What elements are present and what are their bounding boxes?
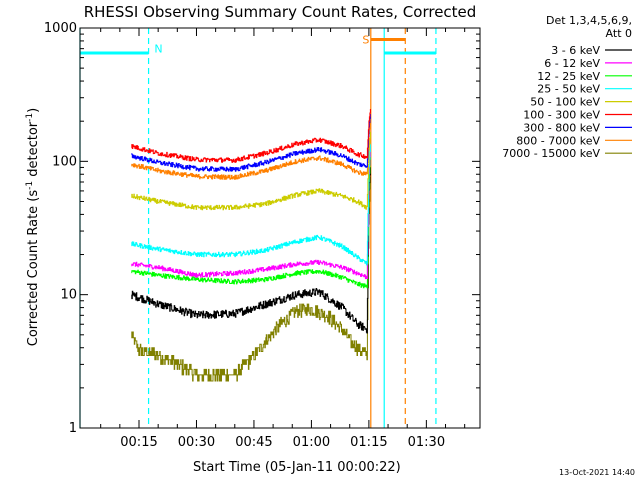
legend-label: 7000 - 15000 keV [502,147,600,160]
y-tick-label: 1 [69,421,77,436]
legend-title: Det 1,3,4,5,6,9, [546,14,632,27]
x-tick-label: 01:00 [293,435,330,450]
series-line-1 [131,148,371,280]
legend-label: 3 - 6 keV [551,44,600,57]
x-tick-label: 00:15 [120,435,157,450]
legend-label: 50 - 100 keV [530,96,600,109]
x-tick-label: 01:30 [408,435,445,450]
status-marker-s: S [362,33,369,46]
y-tick-label: 100 [52,154,77,169]
legend-subtitle: Att 0 [606,27,632,40]
x-tick-label: 00:30 [178,435,215,450]
x-tick-label: 00:45 [235,435,272,450]
series-line-4 [131,132,371,211]
legend-label: 12 - 25 keV [537,70,600,83]
legend-label: 800 - 7000 keV [516,134,600,147]
axes: 1 10 100 1000 00:15 00:30 00:45 01:00 01:15 01:30 [44,21,481,450]
legend-label: 6 - 12 keV [544,57,600,70]
status-marker-n: N [154,43,162,56]
series-line-5 [131,109,371,163]
series-line-7 [131,119,371,180]
y-axis-label: Corrected Count Rate (s-1 detector-1) [25,108,41,346]
plot-area: NS [79,28,437,428]
legend-label: 100 - 300 keV [523,109,600,122]
series-line-0 [131,167,371,334]
x-tick-label: 01:15 [350,435,387,450]
y-tick-label: 10 [60,288,77,303]
series-line-6 [131,114,371,172]
chart-title: RHESSI Observing Summary Count Rates, Co… [84,3,477,21]
y-tick-label: 1000 [44,21,77,36]
series-line-8 [131,176,371,382]
x-axis-label: Start Time (05-Jan-11 00:00:22) [193,460,401,475]
series-line-3 [131,143,371,266]
series-line-2 [131,157,371,289]
legend-label: 300 - 800 keV [523,121,600,134]
legend-label: 25 - 50 keV [537,83,600,96]
plot-frame [79,27,481,429]
footnote-timestamp: 13-Oct-2021 14:40 [559,468,635,477]
